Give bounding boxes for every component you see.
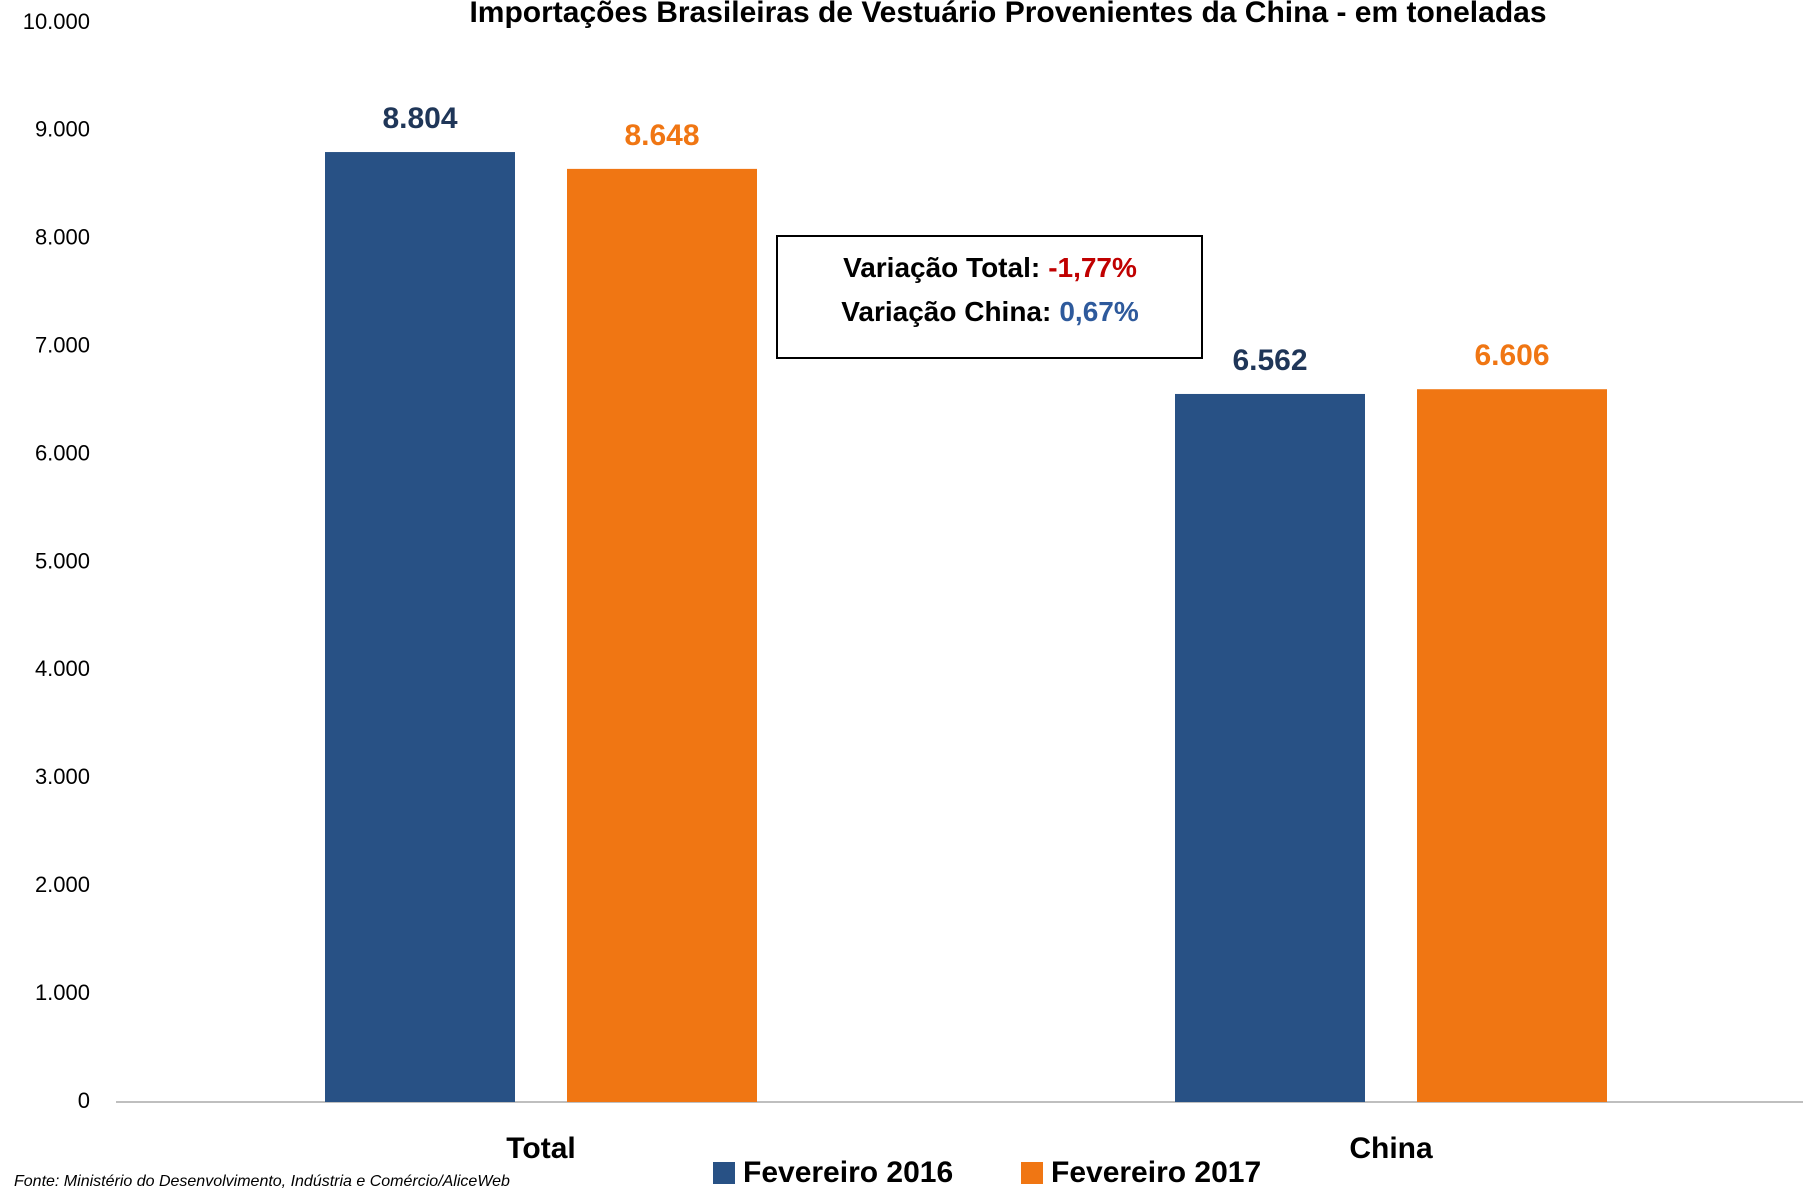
legend-swatch — [713, 1162, 735, 1184]
legend-swatch — [1021, 1162, 1043, 1184]
y-tick-label: 10.000 — [23, 9, 90, 34]
source: Fonte: Ministério do Desenvolvimento, In… — [14, 1173, 510, 1190]
y-tick-label: 2.000 — [35, 872, 90, 897]
bar — [1175, 393, 1365, 1102]
annotation: Variação Total: -1,77% — [843, 252, 1137, 283]
legend-label: Fevereiro 2017 — [1051, 1156, 1261, 1189]
y-tick-label: 4.000 — [35, 656, 90, 681]
y-tick-label: 1.000 — [35, 980, 90, 1005]
chart-title: Importações Brasileiras de Vestuário Pro… — [469, 0, 1546, 29]
bar — [1417, 389, 1607, 1102]
x-tick-label: China — [1349, 1132, 1433, 1165]
annotation: Variação China: 0,67% — [841, 296, 1139, 327]
data-label: 8.648 — [624, 119, 699, 152]
y-tick-label: 9.000 — [35, 117, 90, 142]
annotation-box — [776, 235, 1203, 359]
y-tick-label: 0 — [78, 1088, 90, 1113]
data-label: 8.804 — [382, 102, 457, 135]
data-label: 6.606 — [1474, 339, 1549, 372]
y-tick-label: 5.000 — [35, 548, 90, 573]
y-tick-label: 6.000 — [35, 440, 90, 465]
bar — [567, 168, 757, 1102]
data-label: 6.562 — [1232, 344, 1307, 377]
bar — [325, 152, 515, 1102]
annotation-label: Variação China: — [841, 296, 1051, 327]
y-tick-label: 7.000 — [35, 333, 90, 358]
annotation-label: Variação Total: — [843, 252, 1040, 283]
x-tick-label: Total — [506, 1132, 575, 1165]
annotation-value: 0,67% — [1059, 296, 1138, 327]
y-tick-label: 3.000 — [35, 764, 90, 789]
y-tick-label: 8.000 — [35, 225, 90, 250]
legend-label: Fevereiro 2016 — [743, 1156, 953, 1189]
annotation-value: -1,77% — [1048, 252, 1137, 283]
